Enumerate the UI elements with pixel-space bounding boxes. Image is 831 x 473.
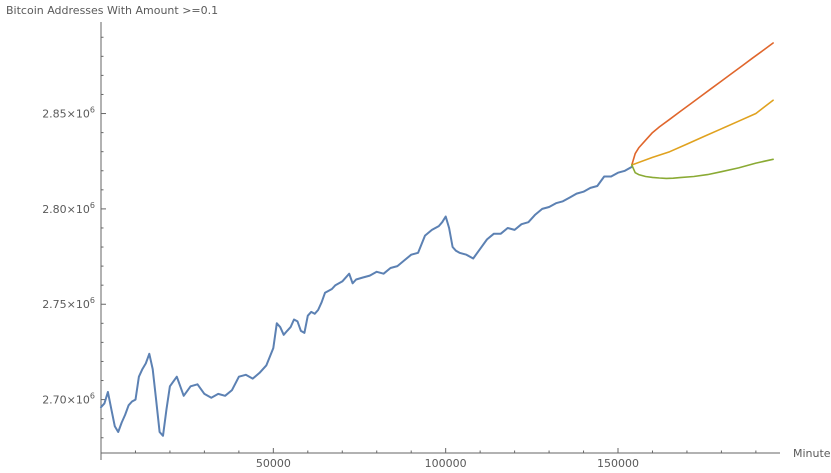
y-tick-label: 2.80×106 xyxy=(42,201,95,216)
series-line-2 xyxy=(630,42,774,166)
x-tick-label: 50000 xyxy=(256,457,291,470)
series-layer xyxy=(100,42,774,437)
y-tick-label: 2.70×106 xyxy=(42,392,95,407)
x-ticks: 50000 100000 150000 xyxy=(134,448,757,470)
series-line-1 xyxy=(100,165,633,437)
chart-title: Bitcoin Addresses With Amount >=0.1 xyxy=(6,4,218,17)
series-line-3 xyxy=(630,99,774,166)
y-tick-label: 2.75×106 xyxy=(42,296,95,311)
y-ticks: 2.70×106 2.75×106 2.80×106 2.85×106 xyxy=(42,36,106,439)
y-tick-label: 2.85×106 xyxy=(42,106,95,121)
x-tick-label: 150000 xyxy=(597,457,639,470)
x-tick-label: 100000 xyxy=(425,457,467,470)
x-axis-label: Minute xyxy=(793,447,831,460)
series-line-4 xyxy=(630,158,774,180)
